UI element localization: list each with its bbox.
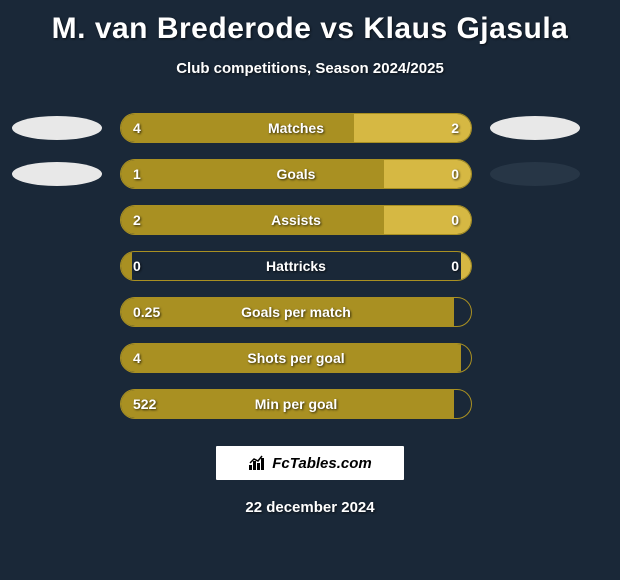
comparison-chart: 4 Matches 2 1 Goals 0 2 Assists 0 0 Hattricks 0 0.25… [0, 105, 620, 427]
stat-bar: 1 Goals 0 [120, 159, 472, 189]
player2-value: 0 [451, 212, 459, 228]
site-logo: FcTables.com [215, 445, 405, 481]
stat-bar: 4 Shots per goal [120, 343, 472, 373]
stat-label: Goals per match [241, 304, 351, 320]
stat-row: 522 Min per goal [0, 381, 620, 427]
chart-icon [248, 455, 268, 471]
stat-label: Assists [271, 212, 321, 228]
page-title: M. van Brederode vs Klaus Gjasula [0, 0, 620, 46]
player1-value: 4 [133, 120, 141, 136]
stat-row: 4 Matches 2 [0, 105, 620, 151]
player1-fill [121, 160, 384, 188]
logo-text: FcTables.com [272, 455, 371, 472]
player2-value: 2 [451, 120, 459, 136]
player2-value: 0 [451, 258, 459, 274]
player2-value: 0 [451, 166, 459, 182]
page-subtitle: Club competitions, Season 2024/2025 [0, 60, 620, 77]
player1-value: 4 [133, 350, 141, 366]
stat-row: 2 Assists 0 [0, 197, 620, 243]
player1-value: 522 [133, 396, 156, 412]
stat-label: Shots per goal [247, 350, 344, 366]
stat-bar: 2 Assists 0 [120, 205, 472, 235]
stat-bar: 522 Min per goal [120, 389, 472, 419]
stat-bar: 4 Matches 2 [120, 113, 472, 143]
player2-badge [490, 162, 580, 186]
player1-value: 0.25 [133, 304, 160, 320]
player1-value: 0 [133, 258, 141, 274]
stat-label: Hattricks [266, 258, 326, 274]
player1-value: 1 [133, 166, 141, 182]
player1-badge [12, 162, 102, 186]
stat-bar: 0 Hattricks 0 [120, 251, 472, 281]
player1-fill [121, 252, 132, 280]
player1-value: 2 [133, 212, 141, 228]
player2-badge [490, 116, 580, 140]
stat-bar: 0.25 Goals per match [120, 297, 472, 327]
stat-label: Goals [277, 166, 316, 182]
stat-row: 1 Goals 0 [0, 151, 620, 197]
stat-label: Matches [268, 120, 324, 136]
chart-date: 22 december 2024 [0, 499, 620, 516]
player1-badge [12, 116, 102, 140]
stat-row: 4 Shots per goal [0, 335, 620, 381]
player1-fill [121, 206, 384, 234]
stat-row: 0 Hattricks 0 [0, 243, 620, 289]
player2-fill [461, 252, 472, 280]
stat-row: 0.25 Goals per match [0, 289, 620, 335]
stat-label: Min per goal [255, 396, 337, 412]
